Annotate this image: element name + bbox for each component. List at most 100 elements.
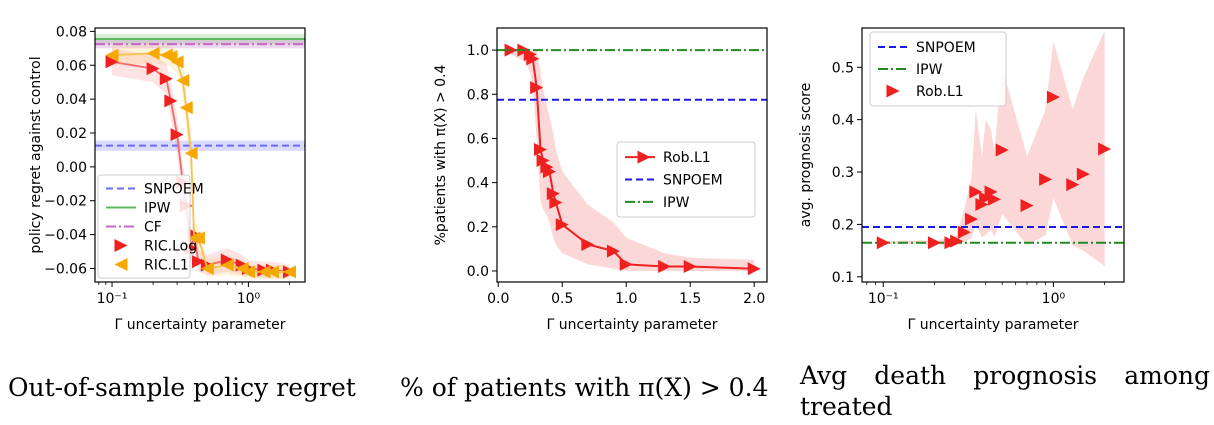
y-tick-label: −0.06 (44, 261, 87, 277)
x-axis-label: Γ uncertainty parameter (114, 317, 285, 333)
marker-rob-l1-3 (526, 52, 540, 66)
marker-ric-l1-3 (164, 50, 178, 64)
chart-panel-3: 10⁻¹ 10⁰ 0.1 0.2 0.3 0.4 0.5 Γ uncertainty para… (798, 27, 1125, 333)
legend-label-ric-l1: RIC.L1 (144, 258, 189, 274)
marker-rob-l1-12 (1020, 199, 1034, 213)
legend-marker-ric-log (114, 239, 128, 252)
y-tick-label: 0.04 (56, 92, 87, 108)
axes-frame (94, 27, 306, 283)
y-tick-label: 0.0 (467, 264, 489, 280)
marker-rob-l1-11 (995, 143, 1009, 157)
marker-ric-log-2 (159, 72, 173, 86)
x-tick-label: 10⁰ (1042, 291, 1066, 307)
marker-rob-l1-16 (1076, 167, 1090, 181)
marker-ric-l1-5 (176, 73, 190, 87)
marker-rob-l1-15 (1066, 178, 1080, 192)
y-tick-label: 0.1 (832, 270, 854, 286)
y-tick-label: 0.4 (467, 176, 489, 192)
legend-marker-rob-l1 (886, 84, 900, 98)
marker-rob-l1-15 (658, 260, 672, 274)
legend-label-rob-l1: Rob.L1 (663, 150, 711, 166)
legend-label-snpoem: SNPOEM (663, 173, 723, 189)
y-tick-label: 0.2 (467, 220, 489, 236)
marker-ric-l1-7 (184, 146, 198, 160)
marker-rob-l1-13 (606, 244, 620, 258)
marker-ric-log-3 (164, 94, 178, 108)
legend-marker-ric-l1 (114, 258, 128, 271)
marker-rob-l1-4 (530, 81, 544, 95)
marker-rob-l1-14 (619, 257, 633, 271)
marker-ric-l1-6 (179, 101, 193, 115)
marker-ric-l1-1 (146, 46, 160, 60)
x-tick-label: 10⁻¹ (97, 291, 128, 307)
axes-frame (861, 27, 1125, 283)
legend-label-ric-log: RIC.Log (144, 239, 197, 255)
x-tick-label: 10⁰ (237, 291, 261, 307)
marker-ric-l1-11 (220, 258, 234, 272)
legend-marker-rob-l1 (637, 150, 651, 164)
marker-rob-l1-10 (987, 192, 1001, 206)
caption-policy-regret: Out-of-sample policy regret (8, 373, 356, 402)
legend-box (97, 174, 191, 279)
x-tick-label: 0.0 (487, 291, 509, 307)
marker-rob-l1-16 (683, 260, 697, 274)
y-axis-label: avg. prognosis score (798, 83, 814, 227)
marker-rob-l1-11 (555, 218, 569, 232)
marker-ric-log-0 (105, 55, 119, 69)
y-tick-label: 0.2 (832, 217, 854, 233)
marker-rob-l1-7 (975, 197, 989, 211)
y-tick-label: 1.0 (467, 43, 489, 59)
y-tick-label: −0.04 (44, 228, 87, 244)
legend-box (869, 31, 1007, 107)
legend: Rob.L1 SNPOEM IPW (616, 141, 756, 218)
y-tick-label: 0.06 (56, 58, 87, 74)
legend-label-rob-l1: Rob.L1 (916, 84, 964, 100)
marker-ric-log-11 (220, 253, 234, 267)
marker-rob-l1-13 (1039, 172, 1053, 186)
marker-rob-l1-17 (1098, 142, 1112, 156)
marker-rob-l1-17 (747, 262, 761, 276)
marker-rob-l1-5 (534, 142, 548, 156)
chart-panel-2: 0.0 0.5 1.0 1.5 2.0 0.0 0.2 0.4 0.6 0.8 1.0 Γ uncer… (433, 27, 768, 333)
legend-label-ipw: IPW (916, 62, 943, 78)
y-tick-label: 0.08 (56, 24, 87, 40)
x-tick-label: 1.5 (679, 291, 701, 307)
marker-rob-l1-5 (964, 212, 978, 226)
legend: SNPOEM IPW CF RIC.Log RIC.L1 (97, 174, 204, 279)
marker-ric-l1-9 (191, 231, 205, 245)
marker-ric-l1-14 (257, 265, 271, 279)
marker-rob-l1-8 (542, 165, 556, 179)
legend-label-cf: CF (144, 220, 162, 236)
y-tick-label: 0.00 (56, 160, 87, 176)
marker-ric-l1-0 (105, 48, 119, 62)
chart-panel-1: 10⁻¹ 10⁰ 0.08 0.06 0.04 0.02 0.00 −0.02 −0.04 −0.… (28, 24, 306, 333)
marker-rob-l1-6 (969, 185, 983, 199)
marker-ric-l1-10 (200, 261, 214, 275)
marker-ric-l1-13 (241, 265, 255, 279)
x-axis-label: Γ uncertainty parameter (907, 317, 1078, 333)
band-rob-l1 (511, 50, 755, 271)
marker-ric-l1-4 (170, 55, 184, 69)
marker-rob-l1-1 (927, 236, 941, 250)
axes-frame (496, 27, 768, 283)
y-tick-label: 0.6 (467, 131, 489, 147)
y-axis-label: policy regret against control (28, 56, 44, 253)
marker-rob-l1-4 (957, 225, 971, 239)
band-rob-l1 (883, 30, 1105, 267)
legend: SNPOEM IPW Rob.L1 (869, 31, 1007, 107)
marker-rob-l1-8 (979, 191, 993, 205)
y-tick-label: 0.5 (832, 60, 854, 76)
legend-label-snpoem: SNPOEM (916, 40, 976, 56)
marker-rob-l1-3 (950, 234, 964, 248)
legend-label-ipw: IPW (663, 195, 690, 211)
x-tick-label: 1.0 (615, 291, 637, 307)
marker-rob-l1-14 (1046, 90, 1060, 104)
marker-ric-l1-15 (265, 265, 279, 279)
plot-area (497, 43, 767, 276)
marker-rob-l1-6 (536, 154, 550, 168)
caption-percent-patients: % of patients with π(X) > 0.4 (400, 373, 769, 402)
x-tick-label: 10⁻¹ (868, 291, 899, 307)
plot-area (862, 30, 1124, 267)
marker-ric-log-9 (191, 255, 205, 269)
